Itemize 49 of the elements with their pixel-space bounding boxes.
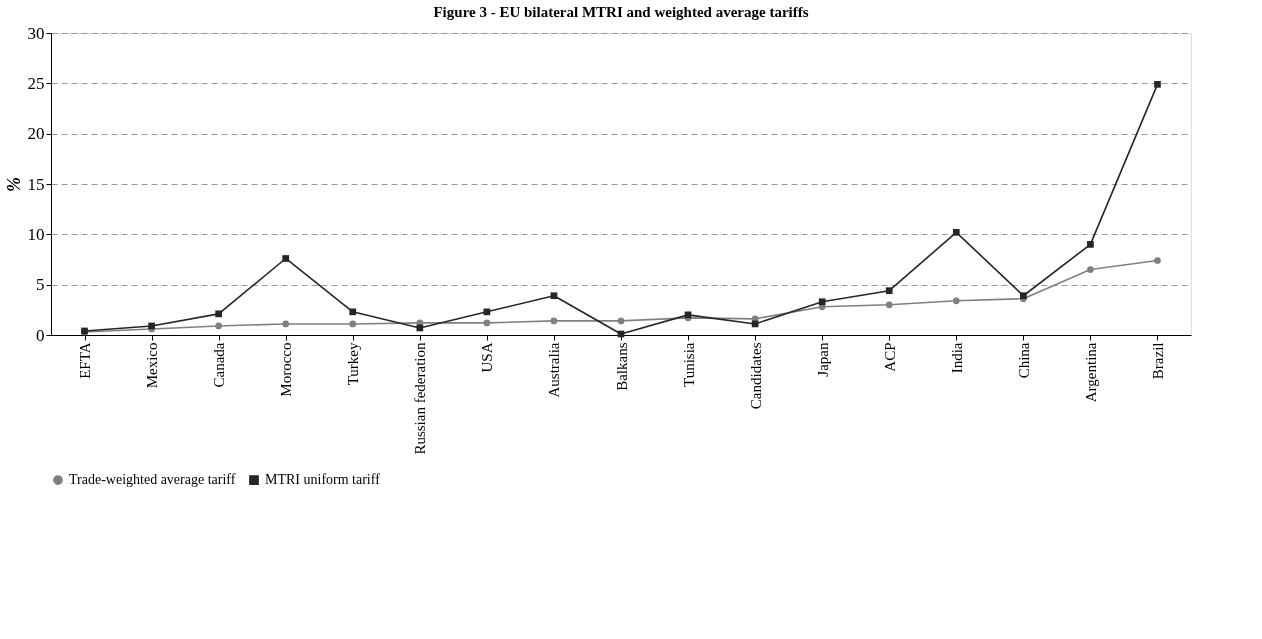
point [550, 317, 558, 325]
point [483, 308, 491, 316]
y-tick-label: 20 [27, 124, 45, 144]
point [1154, 257, 1161, 264]
point [818, 298, 826, 306]
x-tick-label: India [948, 342, 965, 374]
point [416, 324, 424, 332]
point [1087, 266, 1094, 273]
point [1154, 80, 1161, 88]
x-tick-label: Argentina [1082, 342, 1099, 403]
point [952, 228, 960, 236]
x-tick-label: Brazil [1149, 342, 1166, 380]
legend-label: Trade-weighted average tariff [69, 472, 236, 488]
x-tick-label: Australia [546, 342, 563, 398]
point [1087, 241, 1094, 248]
x-tick-label: Russian federation [412, 342, 429, 455]
x-tick-label: ACP [881, 342, 898, 372]
point [282, 255, 290, 262]
point [349, 320, 357, 328]
x-tick-label: EFTA [77, 342, 94, 379]
point [885, 287, 893, 295]
x-tick-label: Japan [814, 342, 831, 377]
point [282, 320, 290, 328]
x-tick-label: Tunisia [680, 342, 697, 387]
point [483, 319, 491, 327]
y-tick-label: 15 [27, 174, 45, 194]
x-tick-label: Canada [211, 342, 228, 388]
point [550, 292, 558, 300]
point [885, 301, 893, 309]
point [952, 297, 960, 305]
y-tick-label: 5 [36, 275, 45, 295]
legend-label: MTRI uniform tariff [265, 472, 381, 488]
x-tick-label: Candidates [747, 342, 764, 410]
x-tick-label: Mexico [144, 342, 161, 389]
point [617, 317, 625, 325]
x-tick-label: Turkey [345, 342, 362, 386]
x-tick-label: Balkans [613, 342, 630, 391]
y-tick-label: 25 [27, 73, 45, 93]
y-tick-label: 10 [27, 224, 45, 244]
x-tick-label: Morocco [278, 342, 295, 397]
x-tick-label: USA [479, 342, 496, 373]
y-tick-label: 30 [27, 23, 45, 43]
y-axis-title: % [3, 177, 24, 192]
point [349, 308, 357, 316]
x-tick-label: China [1015, 342, 1032, 379]
chart-title: Figure 3 - EU bilateral MTRI and weighted average tariffs [433, 4, 809, 20]
y-tick-label: 0 [36, 325, 45, 345]
point [215, 310, 222, 318]
point [215, 322, 222, 330]
